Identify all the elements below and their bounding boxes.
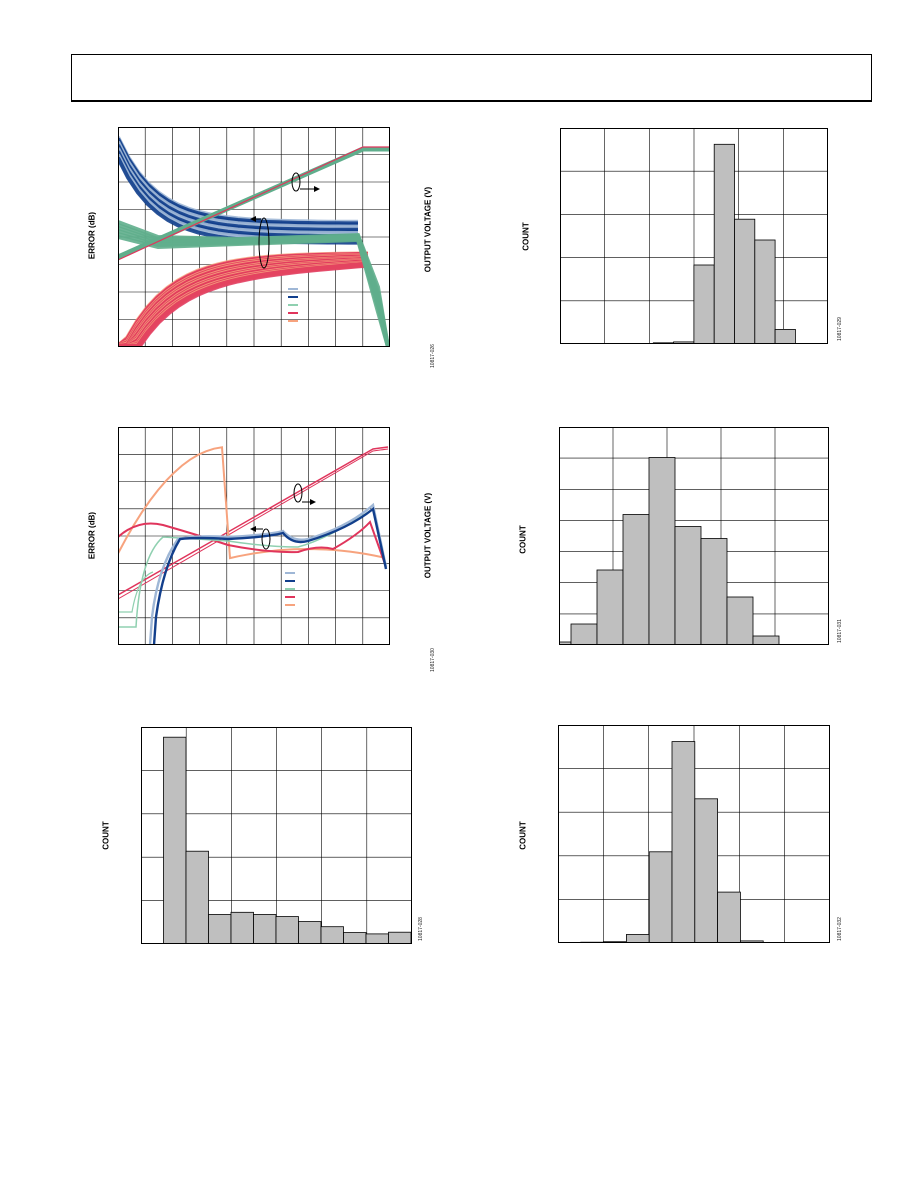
output-voltage-line: [118, 146, 390, 260]
chart-panel-5: [141, 727, 412, 944]
y-axis-label-error-2: ERROR (dB): [87, 511, 97, 560]
y-axis-label-count-3: COUNT: [101, 821, 111, 850]
count-histogram-1: [560, 128, 828, 344]
histogram-bar: [734, 218, 756, 344]
output-voltage-line: [118, 146, 390, 261]
y2-axis-label-voltage-2: OUTPUT VOLTAGE (V): [423, 492, 433, 579]
plot-border: [559, 427, 829, 645]
chart-panel-3: [118, 427, 390, 645]
histogram-bar: [185, 850, 209, 944]
histogram-bar: [596, 569, 624, 645]
plot-border: [558, 725, 830, 943]
histogram-bar: [726, 596, 754, 645]
histogram-bar: [700, 538, 728, 645]
error-curve: [118, 520, 387, 568]
histogram-bar: [674, 526, 702, 645]
arrow-head: [314, 186, 320, 192]
chart-panel-6: [558, 725, 830, 943]
histogram-bar: [570, 623, 598, 645]
histogram-bar: [694, 798, 719, 943]
y2-axis-label-voltage-1: OUTPUT VOLTAGE (V): [423, 186, 433, 273]
figure-id-6: 10817-032: [837, 917, 843, 941]
plot-border: [118, 427, 390, 645]
histogram-bar: [693, 264, 715, 344]
histogram-bar: [648, 851, 673, 943]
error-curve-lower: [118, 261, 369, 347]
figure-id-4: 10817-031: [837, 619, 843, 643]
histogram-bar: [298, 921, 322, 944]
histogram-bar: [275, 916, 299, 944]
y-axis-label-count-4: COUNT: [518, 821, 528, 850]
page-header-box: [71, 54, 872, 102]
annotation-ellipse: [291, 172, 301, 192]
output-voltage-line: [118, 446, 389, 596]
error-curve: [118, 571, 154, 613]
y-axis-label-count-1: COUNT: [521, 222, 531, 251]
count-histogram-2: [559, 427, 829, 645]
histogram-bar: [163, 736, 187, 944]
chart-panel-2: [560, 128, 828, 344]
histogram-bar: [320, 926, 344, 944]
histogram-bar: [717, 891, 741, 943]
count-histogram-4: [558, 725, 830, 943]
histogram-bar: [754, 239, 776, 344]
chart-panel-1: [118, 127, 390, 347]
figure-id-5: 10817-028: [418, 917, 424, 941]
error-curve-green: [118, 235, 390, 347]
histogram-bar: [208, 914, 232, 944]
output-voltage-line: [118, 448, 389, 600]
histogram-bar: [230, 911, 254, 944]
histogram-bar: [365, 933, 389, 944]
histogram-bar: [752, 635, 780, 645]
histogram-bar: [648, 457, 676, 645]
error-curve: [152, 506, 388, 645]
chart-panel-4: [559, 427, 829, 645]
annotation-ellipse: [261, 528, 271, 550]
plot-border: [118, 127, 390, 347]
count-histogram-3: [141, 727, 412, 944]
histogram-bar: [253, 914, 277, 944]
figure-id-1: 10817-026: [430, 344, 436, 368]
y-axis-label-error-1: ERROR (dB): [87, 211, 97, 260]
histogram-bar: [388, 931, 412, 944]
arrow-head: [310, 499, 316, 505]
histogram-bar: [671, 741, 696, 943]
plot-border: [141, 727, 412, 944]
figure-id-3: 10817-030: [430, 648, 436, 672]
histogram-bar: [626, 934, 650, 943]
histogram-bar: [774, 328, 796, 344]
histogram-bar: [343, 932, 367, 944]
annotation-ellipse: [258, 217, 270, 269]
error-curve: [118, 446, 383, 560]
error-curve: [148, 502, 388, 645]
figure-id-2: 10817-029: [837, 317, 843, 341]
error-curve: [118, 507, 387, 628]
y-axis-label-count-2: COUNT: [518, 525, 528, 554]
error-vs-input-plot-1: [118, 127, 390, 347]
annotation-ellipse: [293, 483, 303, 503]
plot-border: [560, 128, 828, 344]
error-vs-input-plot-2: [118, 427, 390, 645]
arrow-head: [250, 216, 256, 222]
histogram-bar: [713, 143, 735, 344]
arrow-head: [250, 526, 256, 532]
histogram-bar: [622, 514, 650, 645]
